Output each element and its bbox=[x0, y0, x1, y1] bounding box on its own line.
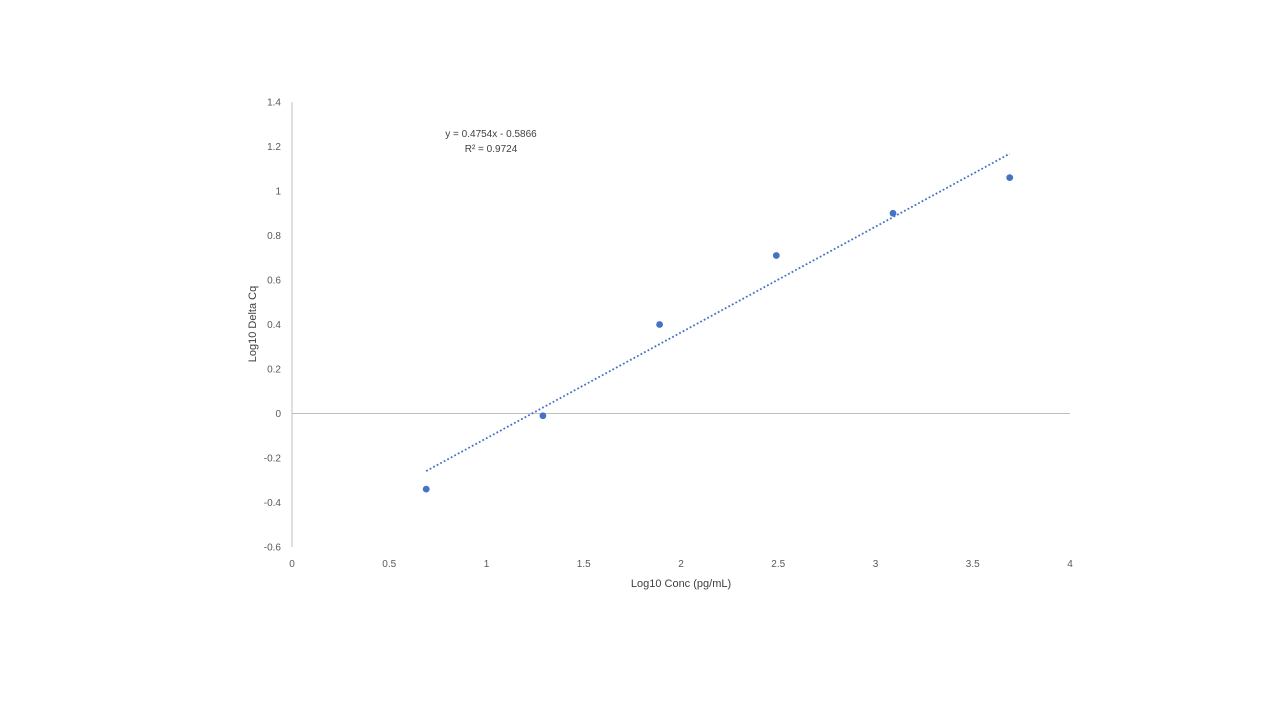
data-point bbox=[422, 485, 430, 493]
x-axis-title: Log10 Conc (pg/mL) bbox=[631, 578, 731, 590]
y-tick-label: 0.8 bbox=[267, 231, 281, 242]
data-point bbox=[1006, 174, 1014, 182]
x-tick-label: 3.5 bbox=[966, 559, 980, 570]
data-points bbox=[422, 174, 1014, 493]
y-tick-label: 1.4 bbox=[267, 98, 281, 109]
x-tick-label: 0.5 bbox=[382, 559, 396, 570]
y-tick-label: 1 bbox=[275, 187, 281, 198]
x-tick-label: 0 bbox=[289, 559, 295, 570]
data-point bbox=[656, 321, 664, 328]
y-tick-label: 0.6 bbox=[267, 276, 281, 287]
data-point bbox=[772, 252, 780, 259]
trendline-r-squared: R² = 0.9724 bbox=[465, 144, 518, 155]
trendline-equation: y = 0.4754x - 0.5866 bbox=[445, 129, 537, 140]
y-tick-label: -0.2 bbox=[264, 454, 282, 465]
x-tick-label: 1 bbox=[484, 559, 490, 570]
x-tick-label: 3 bbox=[873, 559, 879, 570]
y-tick-label: 1.2 bbox=[267, 142, 281, 153]
data-point bbox=[889, 209, 897, 217]
trendline bbox=[425, 152, 1011, 472]
y-axis-title: Log10 Delta Cq bbox=[247, 286, 259, 362]
x-tick-label: 1.5 bbox=[577, 559, 591, 570]
y-tick-label: 0.2 bbox=[267, 365, 281, 376]
trendline-layer bbox=[425, 152, 1011, 472]
tick-labels: 0 0.5 1 1.5 2 2.5 3 3.5 4 -0.6 -0.4 -0.2 0 0.2 0.4 0.6 0… bbox=[264, 98, 1073, 571]
y-tick-label: 0.4 bbox=[267, 320, 281, 331]
data-point bbox=[539, 412, 547, 420]
x-tick-label: 2.5 bbox=[771, 559, 785, 570]
y-tick-label: 0 bbox=[275, 409, 281, 420]
y-tick-label: -0.4 bbox=[264, 498, 282, 509]
y-tick-label: -0.6 bbox=[264, 543, 282, 554]
x-tick-label: 2 bbox=[678, 559, 684, 570]
x-tick-label: 4 bbox=[1067, 559, 1073, 570]
axes bbox=[291, 102, 1070, 547]
